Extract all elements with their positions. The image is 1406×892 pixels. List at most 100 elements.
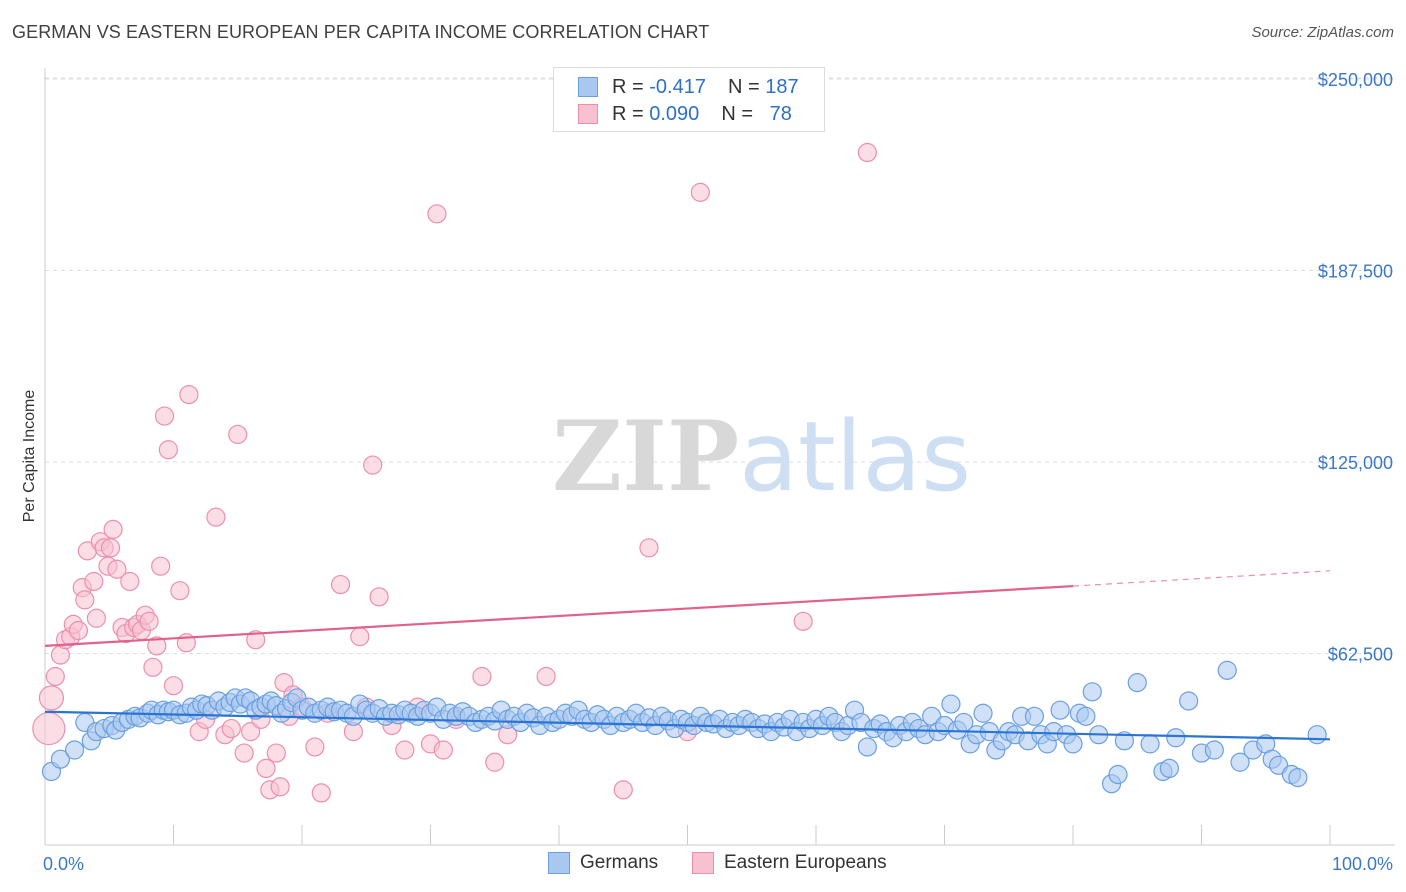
german-point <box>1050 700 1070 720</box>
german-point <box>1159 758 1179 779</box>
eastern-point <box>151 556 171 576</box>
eastern-point <box>472 666 492 687</box>
eastern-point <box>246 630 266 650</box>
eastern-point <box>234 743 254 763</box>
german-point <box>1127 673 1147 693</box>
legend-n-value-eastern: 78 <box>769 102 792 125</box>
eastern-point <box>433 740 453 760</box>
y-tick-label: $125,000 <box>1318 453 1393 473</box>
x-tick-label: 0.0% <box>43 854 84 874</box>
eastern-point <box>363 455 383 475</box>
watermark-atlas: atlas <box>739 401 972 513</box>
eastern-point <box>270 777 290 797</box>
eastern-point <box>613 780 633 800</box>
eastern-point <box>536 666 556 687</box>
german-point <box>1230 752 1250 772</box>
eastern-point <box>103 519 123 540</box>
german-point <box>1108 764 1128 785</box>
eastern-point <box>221 718 241 739</box>
source-credit: Source: ZipAtlas.com <box>1251 24 1394 41</box>
german-point <box>1288 767 1308 788</box>
eastern-point <box>120 571 140 592</box>
eastern-point <box>311 783 331 803</box>
eastern-points <box>32 142 878 803</box>
german-point <box>1204 740 1224 760</box>
eastern-point <box>158 440 178 460</box>
eastern-point <box>690 182 710 202</box>
eastern-point <box>68 620 89 641</box>
german-point <box>50 749 71 769</box>
german-point <box>941 694 961 714</box>
y-tick-label: $187,500 <box>1318 262 1393 282</box>
series-swatch-germans <box>548 852 570 874</box>
series-legend-eastern: Eastern Europeans <box>692 852 887 874</box>
watermark-zip: ZIP <box>552 400 740 513</box>
eastern-point <box>350 627 370 647</box>
series-legend: Germans Eastern Europeans <box>0 852 1406 878</box>
eastern-point <box>154 406 175 426</box>
legend-r-value-germans: -0.417 <box>649 75 706 98</box>
eastern-point <box>143 657 163 677</box>
eastern-point <box>305 737 325 757</box>
german-point <box>1082 682 1102 702</box>
german-point <box>1140 734 1160 754</box>
stats-legend: R = -0.417 N = 187 R = 0.090 N = 78 <box>553 67 825 132</box>
eastern-point <box>228 424 248 445</box>
eastern-point <box>32 711 66 746</box>
german-point <box>1076 706 1096 726</box>
german-point <box>1024 706 1045 726</box>
series-swatch-eastern <box>692 852 714 874</box>
eastern-point <box>139 611 159 631</box>
legend-swatch-eastern <box>578 104 598 124</box>
eastern-point <box>241 722 261 742</box>
y-tick-label: $62,500 <box>1328 645 1393 665</box>
eastern-point <box>75 590 95 610</box>
eastern-point <box>100 538 121 558</box>
german-point <box>1217 660 1237 680</box>
eastern-point <box>369 587 389 607</box>
legend-r-label: R = <box>612 102 644 125</box>
german-point <box>1179 691 1199 711</box>
chart-title: GERMAN VS EASTERN EUROPEAN PER CAPITA IN… <box>12 22 710 42</box>
tick-labels: $62,500 $125,000 $187,500 $250,000 0.0% 100.0… <box>43 70 1393 874</box>
eastern-point <box>793 611 813 631</box>
legend-row-germans: R = -0.417 N = 187 <box>578 75 799 99</box>
eastern-point <box>147 636 167 656</box>
eastern-point <box>45 666 65 687</box>
eastern-point <box>485 752 505 772</box>
eastern-point <box>107 559 127 579</box>
german-point <box>857 737 878 757</box>
legend-n-label: N = <box>727 75 760 98</box>
grid-lines <box>45 77 1395 654</box>
legend-swatch-germans <box>578 77 598 97</box>
german-point <box>1114 731 1135 751</box>
legend-r-label: R = <box>612 75 644 98</box>
legend-r-value-eastern: 0.090 <box>649 102 700 125</box>
german-point <box>1063 734 1083 754</box>
eastern-trend-line <box>44 584 1074 647</box>
series-legend-germans: Germans <box>548 852 658 874</box>
eastern-point <box>427 204 447 224</box>
eastern-point <box>857 142 878 163</box>
eastern-point <box>639 538 659 558</box>
watermark: ZIPatlas <box>552 400 971 513</box>
legend-n-label: N = <box>721 102 753 125</box>
eastern-point <box>256 758 276 779</box>
series-label-eastern: Eastern Europeans <box>724 852 887 873</box>
eastern-point <box>266 743 286 763</box>
eastern-point <box>330 574 351 595</box>
eastern-point <box>86 608 107 628</box>
eastern-point <box>84 571 104 592</box>
german-point <box>1307 725 1327 745</box>
eastern-point <box>38 685 65 711</box>
eastern-point <box>170 581 190 601</box>
eastern-point <box>395 740 415 760</box>
y-tick-label: $250,000 <box>1318 70 1393 90</box>
eastern-point <box>206 507 226 527</box>
trend-lines <box>44 570 1331 741</box>
legend-row-eastern: R = 0.090 N = 78 <box>578 102 792 126</box>
series-label-germans: Germans <box>580 852 659 873</box>
eastern-point <box>163 676 184 696</box>
german-point <box>973 703 993 723</box>
